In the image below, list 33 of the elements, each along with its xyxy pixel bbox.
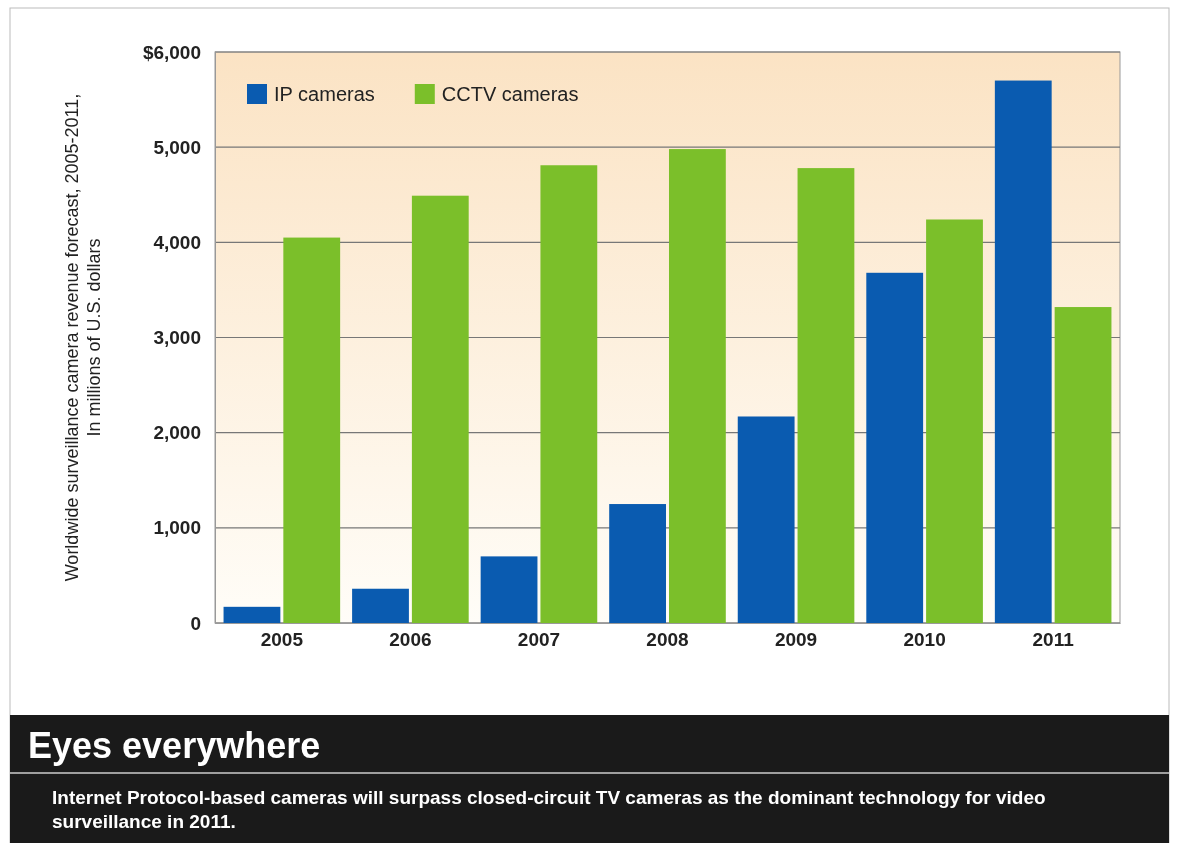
bar [994,80,1052,623]
bar [480,556,538,623]
bar [283,237,341,623]
y-axis-title: Worldwide surveillance camera revenue forecast, 2005-2011, In millions of U.S. dollars [62,93,104,582]
y-tick-label: 1,000 [153,517,201,539]
x-tick-label: 2009 [774,629,818,651]
bar [797,168,855,623]
x-tick-label: 2010 [903,629,946,651]
bar [926,219,983,623]
bar [411,195,469,623]
legend-label: IP cameras [274,83,375,105]
bar [223,606,281,623]
y-tick-label: $6,000 [142,41,201,63]
bar [540,165,598,623]
text: Internet Protocol-based cameras will surpass closed-circuit TV cameras as the dominant technology for video surveillance in 2011. [52,787,1046,832]
bar [352,588,409,623]
bar [737,416,795,623]
x-tick-label: 2011 [1032,629,1075,651]
x-tick-label: 2007 [517,629,561,651]
bar [1054,307,1112,623]
y-tick-label: 4,000 [153,231,201,253]
x-tick-label: 2008 [646,629,689,651]
y-tick-label: 0 [190,612,201,634]
text: Eyes everywhere [28,725,321,766]
bar [669,149,726,623]
y-tick-label: 3,000 [153,327,201,349]
bar [609,504,667,623]
x-tick-label: 2005 [260,629,304,651]
y-tick-label: 5,000 [153,136,201,158]
bar [866,272,924,623]
legend-label: CCTV cameras [441,83,579,105]
x-tick-label: 2006 [389,629,432,651]
y-tick-label: 2,000 [153,422,201,444]
